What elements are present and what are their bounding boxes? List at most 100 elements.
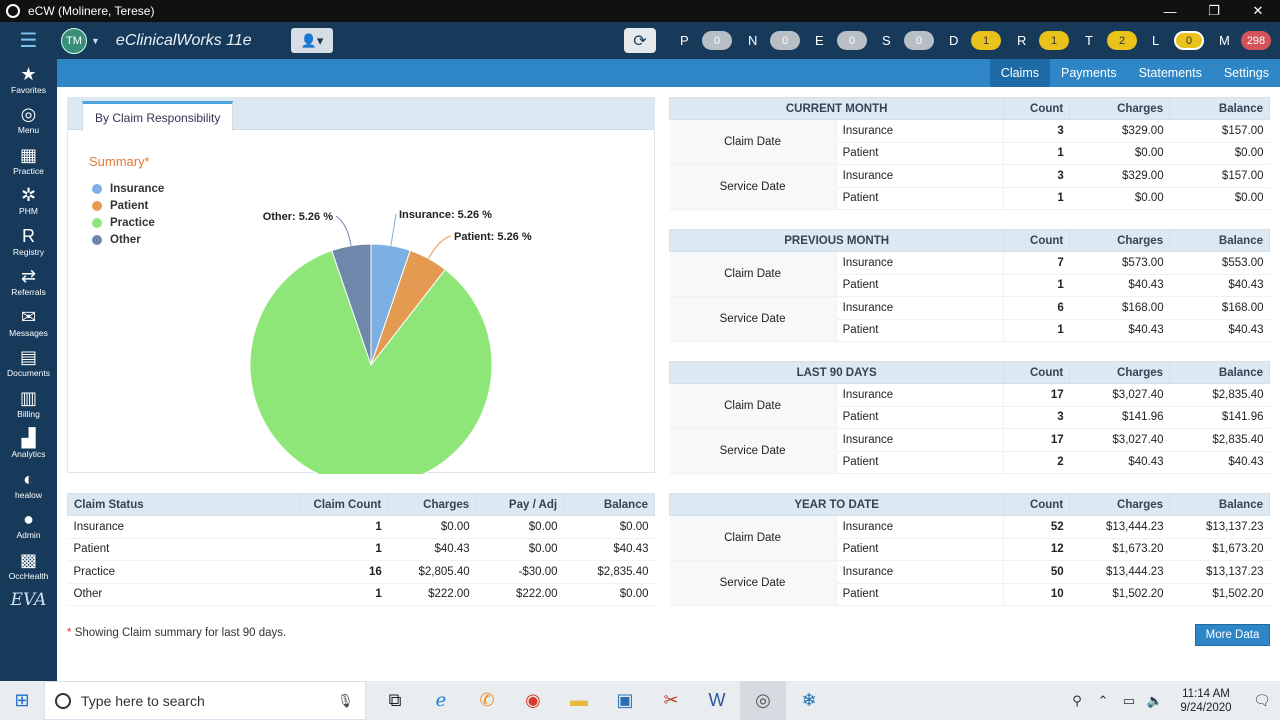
clock-date: 9/24/2020 bbox=[1180, 701, 1232, 714]
network-icon[interactable]: ▭ bbox=[1122, 692, 1136, 708]
tray-chevron-up-icon[interactable]: ⌃ bbox=[1097, 692, 1109, 708]
table-cell: $1,502.20 bbox=[1069, 583, 1170, 606]
minimize-button[interactable]: — bbox=[1163, 3, 1177, 19]
tab-settings[interactable]: Settings bbox=[1223, 66, 1269, 80]
snowflake-app-icon[interactable]: ❄ bbox=[801, 690, 817, 710]
pie-slice-other[interactable] bbox=[331, 243, 372, 366]
sidebar-item-label: Documents bbox=[7, 368, 50, 379]
claim-status-table: Claim Status Claim Count Charges Pay / Adj B… bbox=[66, 493, 655, 606]
sidebar-item-practice[interactable]: ▦ Practice bbox=[0, 140, 57, 181]
people-icon[interactable]: ⚲ bbox=[1072, 692, 1082, 708]
tab-claims[interactable]: Claims bbox=[989, 59, 1050, 87]
table-cell: $222.00 bbox=[475, 583, 564, 606]
sidebar-item-favorites[interactable]: ★ Favorites bbox=[0, 59, 57, 100]
jellybean-letter: E bbox=[815, 33, 824, 48]
tab-by-claim-responsibility[interactable]: By Claim Responsibility bbox=[82, 101, 234, 131]
microphone-icon[interactable]: 🎙 bbox=[337, 692, 354, 708]
refresh-button[interactable]: ⟳ bbox=[624, 28, 656, 53]
windows-start-icon[interactable]: ⊞ bbox=[14, 690, 30, 710]
app-shortcut-icon[interactable]: ▣ bbox=[616, 690, 634, 710]
column-header: Count bbox=[1003, 97, 1071, 120]
summary-title: LAST 90 DAYS bbox=[668, 361, 1005, 384]
sidebar-item-registry[interactable]: R Registry bbox=[0, 221, 57, 262]
table-row: Claim Date Insurance 52 $13,444.23 $13,137.2… bbox=[669, 515, 1270, 561]
table-cell: $13,444.23 bbox=[1069, 560, 1170, 584]
jellybean-letter: T bbox=[1085, 33, 1093, 48]
legend-swatch bbox=[92, 217, 102, 228]
table-cell: $2,835.40 bbox=[563, 560, 655, 584]
sidebar-item-documents[interactable]: ▤ Documents bbox=[0, 343, 57, 384]
sidebar-item-admin[interactable]: ● Admin bbox=[0, 505, 57, 546]
file-explorer-icon[interactable]: ▬ bbox=[570, 690, 588, 710]
sidebar-item-healow[interactable]: ◐ healow bbox=[0, 464, 57, 505]
notification-icon[interactable]: 🗨 bbox=[1253, 692, 1271, 708]
table-cell: 1 bbox=[1003, 274, 1070, 297]
taskbar-clock[interactable]: 11:14 AM 9/24/2020 bbox=[1168, 687, 1244, 715]
close-button[interactable]: ✕ bbox=[1252, 3, 1264, 18]
jellybean-m[interactable]: M 298 bbox=[1219, 30, 1271, 51]
column-header: Pay / Adj bbox=[475, 493, 565, 516]
table-cell: $1,502.20 bbox=[1169, 583, 1270, 606]
sidebar-item-menu[interactable]: ◎ Menu bbox=[0, 100, 57, 141]
table-cell: Insurance bbox=[836, 515, 1005, 539]
table-cell: $13,444.23 bbox=[1069, 515, 1170, 539]
tab-payments[interactable]: Payments bbox=[1061, 66, 1117, 80]
legend-swatch bbox=[92, 234, 102, 245]
table-row: Service Date Insurance 6 $168.00 $168.00 bbox=[669, 296, 1270, 342]
table-cell: Insurance bbox=[67, 515, 300, 539]
sidebar-item-analytics[interactable]: ▟ Analytics bbox=[0, 424, 57, 465]
ecw-taskbar-icon[interactable]: ◎ bbox=[740, 681, 786, 720]
pie-slice-practice[interactable] bbox=[249, 249, 493, 474]
table-cell: $222.00 bbox=[387, 583, 476, 606]
sidebar-item-phm[interactable]: ✲ PHM bbox=[0, 181, 57, 222]
maximize-button[interactable]: ❐ bbox=[1208, 3, 1220, 18]
chrome-icon[interactable]: ◉ bbox=[525, 690, 541, 710]
phone-app-icon[interactable]: ✆ bbox=[479, 690, 495, 710]
table-cell: Patient bbox=[836, 142, 1005, 165]
legend-label: Patient bbox=[110, 199, 149, 212]
eva-button[interactable]: EVA bbox=[10, 589, 47, 610]
sidebar-item-occhealth[interactable]: ▩ OccHealth bbox=[0, 545, 57, 586]
row-group-label: Service Date bbox=[669, 164, 837, 210]
sidebar-item-label: Messages bbox=[9, 327, 48, 338]
avatar[interactable]: TM bbox=[61, 27, 87, 54]
snipping-tool-icon[interactable]: ✂ bbox=[663, 690, 679, 710]
sidebar-item-referrals[interactable]: ⇄ Referrals bbox=[0, 262, 57, 303]
sidebar-item-messages[interactable]: ✉ Messages bbox=[0, 302, 57, 343]
chevron-down-icon[interactable]: ▼ bbox=[91, 35, 100, 46]
table-cell: 12 bbox=[1003, 538, 1070, 561]
patient-lookup-button[interactable]: 👤▾ bbox=[291, 28, 333, 53]
table-cell: Insurance bbox=[836, 428, 1005, 452]
table-cell: 1 bbox=[1003, 319, 1070, 342]
table-row: Patient 1 $0.00 $0.00 bbox=[670, 142, 1270, 165]
occhealth-icon: ▩ bbox=[19, 549, 37, 570]
table-cell: Patient bbox=[836, 583, 1005, 606]
taskbar-search[interactable]: Type here to search 🎙 bbox=[44, 681, 366, 720]
word-icon[interactable]: W bbox=[708, 690, 726, 710]
internet-explorer-icon[interactable]: ℯ bbox=[435, 690, 447, 710]
table-cell: $168.00 bbox=[1169, 296, 1270, 320]
volume-icon[interactable]: 🔈 bbox=[1146, 692, 1164, 708]
search-placeholder: Type here to search bbox=[81, 692, 205, 709]
more-data-button[interactable]: More Data bbox=[1195, 624, 1270, 646]
billing-icon: ▥ bbox=[19, 387, 37, 408]
column-header: Claim Count bbox=[299, 493, 389, 516]
table-cell: Patient bbox=[836, 406, 1005, 429]
tab-statements[interactable]: Statements bbox=[1138, 66, 1202, 80]
summary-table-year-to-date: YEAR TO DATE Count Charges Balance Claim Dat… bbox=[668, 493, 1270, 606]
hamburger-menu-icon[interactable]: ☰ bbox=[19, 30, 38, 52]
sidebar-item-billing[interactable]: ▥ Billing bbox=[0, 383, 57, 424]
sidebar-item-label: Analytics bbox=[11, 449, 46, 460]
task-view-icon[interactable]: ⧉ bbox=[388, 690, 402, 710]
column-header: Balance bbox=[1169, 97, 1270, 120]
legend-swatch bbox=[92, 200, 102, 211]
